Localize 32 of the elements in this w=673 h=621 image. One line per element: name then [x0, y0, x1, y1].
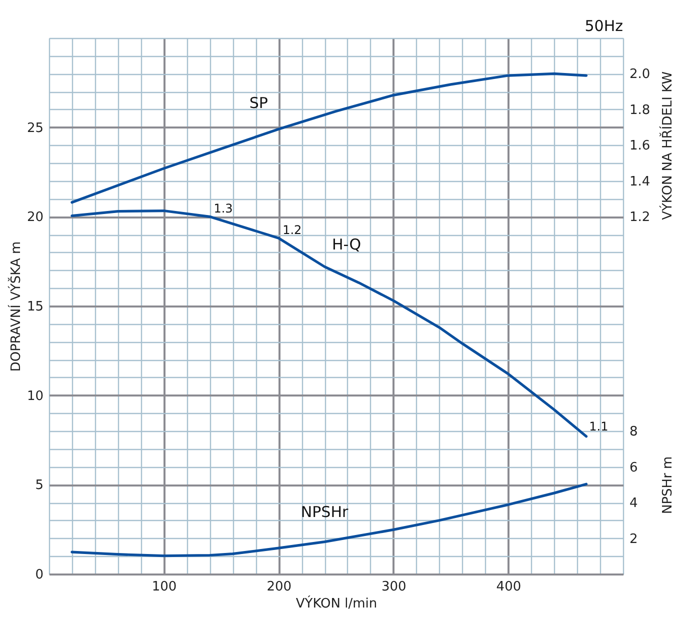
y2-axis-title: VÝKON NA HŘÍDELI KW [658, 71, 673, 220]
text: 50Hz [584, 17, 624, 35]
y3-tick-label: 6 [630, 460, 638, 476]
x-tick-label: 300 [381, 580, 406, 594]
y-tick-label: 5 [35, 478, 44, 494]
y2-tick-label: 1.4 [630, 174, 650, 190]
annotation: 1.1 [589, 420, 608, 434]
y2-tick-label: 2.0 [630, 67, 650, 82]
y-axis-title: DOPRAVNÍ VÝŠKA m [6, 241, 24, 372]
y-tick-label: 15 [26, 300, 44, 314]
x-tick-label: 200 [266, 580, 292, 594]
y2-tick-label: 1.2 [630, 210, 650, 226]
y-tick-label: 10 [26, 388, 44, 404]
y-tick-label: 0 [35, 568, 44, 582]
series-label: H-Q [332, 236, 362, 254]
annotation: 1.2 [282, 223, 302, 238]
annotation: 1.3 [214, 202, 233, 216]
y3-tick-label: 2 [630, 532, 638, 547]
y3-tick-label: 4 [630, 496, 638, 512]
y-tick-label: 25 [26, 120, 44, 136]
y3-axis-title: NPSHr m [660, 456, 673, 514]
line-series [70, 72, 588, 204]
x-tick-label: 400 [496, 580, 522, 594]
series-label: NPSHr [300, 502, 349, 521]
y-tick-label: 20 [26, 210, 44, 226]
series-label: SP [249, 94, 268, 112]
y2-tick-label: 1.8 [630, 102, 650, 118]
y2-tick-label: 1.6 [630, 138, 650, 154]
line-series [70, 482, 588, 558]
y3-tick-label: 8 [630, 424, 638, 440]
x-tick-label: 100 [152, 580, 177, 594]
x-axis-title: VÝKON l/min [296, 594, 378, 612]
